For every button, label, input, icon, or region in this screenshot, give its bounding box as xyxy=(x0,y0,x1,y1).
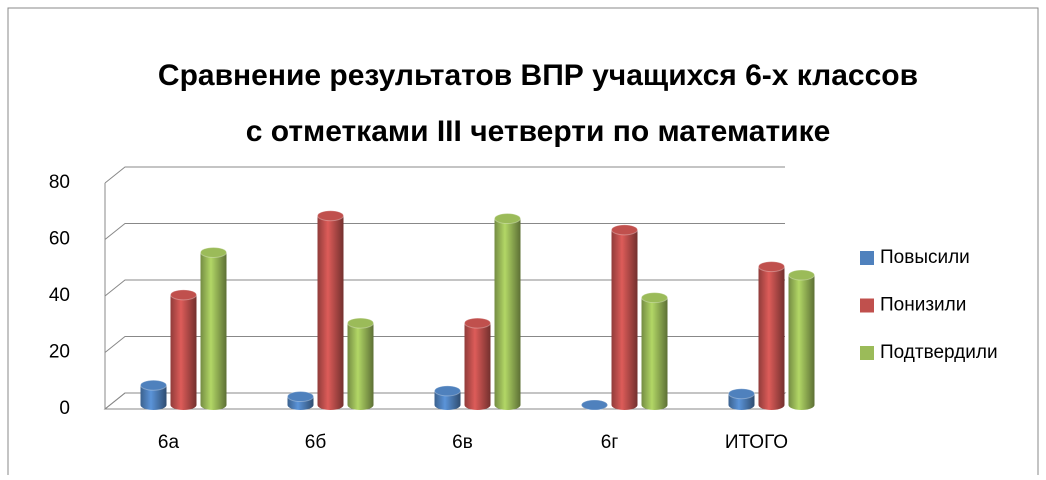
bar xyxy=(200,246,227,410)
y-tick-label: 20 xyxy=(49,342,70,363)
bar xyxy=(611,224,638,410)
bar xyxy=(641,292,668,410)
x-tick-label: 6в xyxy=(452,432,473,453)
y-tick-label: 0 xyxy=(59,398,70,419)
x-tick-label: 6б xyxy=(305,432,327,453)
y-tick-label: 80 xyxy=(49,172,70,193)
legend-swatch xyxy=(860,346,874,360)
x-tick-label: 6а xyxy=(158,432,180,453)
bar xyxy=(347,317,374,410)
bar xyxy=(434,385,461,410)
legend-label: Понизили xyxy=(880,295,966,316)
chart-title: Сравнение результатов ВПР учащихся 6-х к… xyxy=(158,59,918,92)
bar xyxy=(317,210,344,410)
bar xyxy=(581,399,608,411)
y-tick-label: 60 xyxy=(49,229,70,250)
y-tick-label: 40 xyxy=(49,285,70,306)
grid-line xyxy=(104,166,785,184)
x-tick-label: ИТОГО xyxy=(725,432,788,453)
bar xyxy=(170,289,197,410)
grid-line xyxy=(104,336,785,353)
bar xyxy=(788,269,815,410)
chart-title: с отметками III четверти по математике xyxy=(246,115,831,148)
bar xyxy=(287,391,314,410)
legend-swatch xyxy=(860,251,874,265)
grid-line xyxy=(104,223,785,240)
bar xyxy=(464,317,491,410)
bar xyxy=(758,261,785,410)
bar xyxy=(494,213,521,410)
x-tick-label: 6г xyxy=(601,432,619,453)
grid-line xyxy=(104,279,785,297)
bar xyxy=(728,388,755,410)
legend-label: Подтвердили xyxy=(880,342,998,363)
legend-swatch xyxy=(860,298,874,313)
bar xyxy=(140,379,167,410)
legend-label: Повысили xyxy=(880,247,970,268)
grid-line xyxy=(104,392,785,410)
